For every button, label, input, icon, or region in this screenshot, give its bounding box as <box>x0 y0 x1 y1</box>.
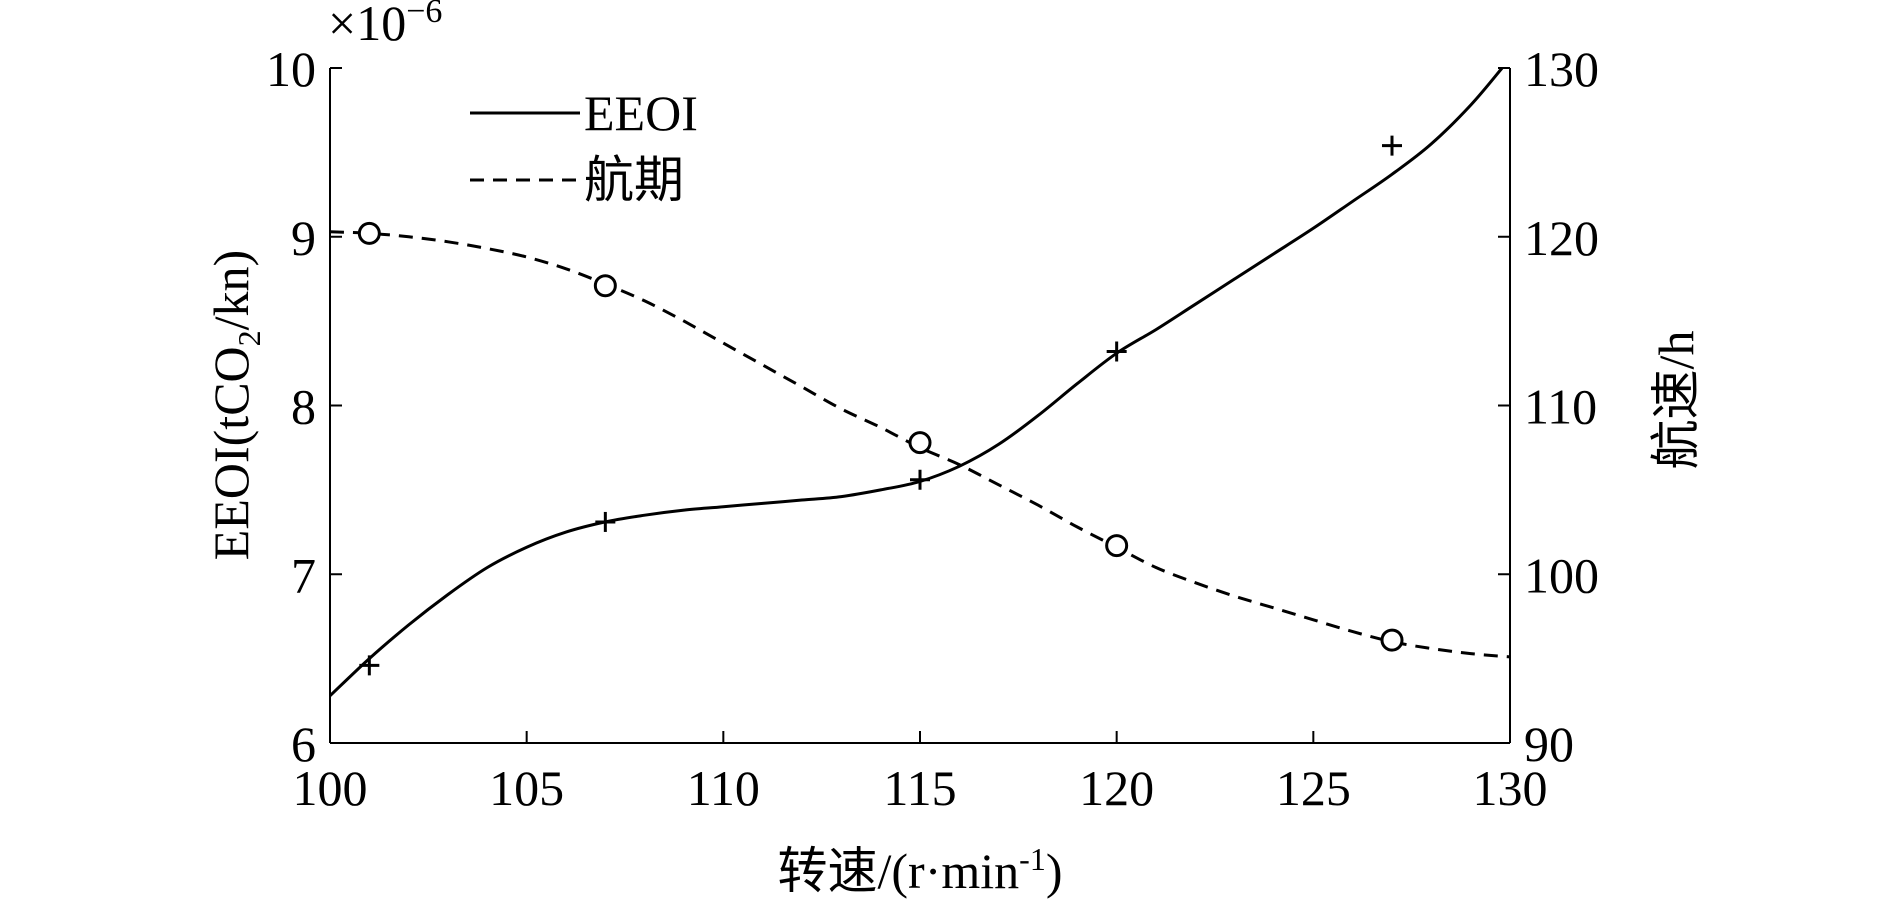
y-left-tick-group: 6 7 8 9 10 <box>266 41 342 772</box>
y-left-tick-label: 7 <box>291 547 316 603</box>
y-multiplier-label: ×10−6 <box>328 0 442 51</box>
y-left-tick-label: 8 <box>291 379 316 435</box>
series-line-voyage <box>329 230 1511 659</box>
y-right-tick-group: 90 100 110 120 130 <box>1498 41 1599 772</box>
y-right-tick-label: 110 <box>1524 379 1597 435</box>
voyage-circle-marker <box>357 221 381 245</box>
eeoi-marker-group <box>359 135 1402 676</box>
y-left-tick-label: 6 <box>291 716 316 772</box>
voyage-circle-marker <box>908 431 932 455</box>
x-tick-label: 125 <box>1276 760 1351 816</box>
eeoi-plus-marker <box>1382 135 1402 156</box>
x-tick-group: 100 105 110 115 120 125 130 <box>293 731 1548 816</box>
legend-label-voyage: 航期 <box>584 152 684 208</box>
eeoi-plus-marker <box>359 655 380 676</box>
eeoi-plus-marker <box>1106 341 1127 362</box>
voyage-circle-marker <box>593 274 617 298</box>
voyage-circle-marker <box>1105 534 1129 558</box>
y-right-tick-label: 90 <box>1524 716 1574 772</box>
legend: EEOI 航期 <box>470 85 698 208</box>
x-axis-title: 转速/(r·min-1) <box>778 841 1063 899</box>
eeoi-plus-marker <box>595 511 616 532</box>
x-tick-label: 110 <box>687 760 760 816</box>
x-tick-label: 130 <box>1473 760 1548 816</box>
y-left-axis-title: EEOI(tCO2/kn) <box>203 250 267 560</box>
y-left-tick-label: 10 <box>266 41 316 97</box>
y-right-tick-label: 130 <box>1524 41 1599 97</box>
series-line-eeoi <box>328 67 1504 697</box>
legend-label-eeoi: EEOI <box>584 85 698 141</box>
x-tick-label: 105 <box>489 760 564 816</box>
voyage-marker-group <box>357 221 1404 652</box>
eeoi-plus-marker <box>910 469 930 490</box>
voyage-circle-marker <box>1380 628 1404 652</box>
x-tick-label: 100 <box>293 760 368 816</box>
y-right-tick-label: 120 <box>1524 210 1599 266</box>
y-right-tick-label: 100 <box>1524 547 1599 603</box>
y-left-tick-label: 9 <box>291 210 316 266</box>
x-tick-label: 120 <box>1079 760 1154 816</box>
x-tick-label: 115 <box>883 760 956 816</box>
y-right-axis-title: 航速/h <box>1648 331 1704 470</box>
